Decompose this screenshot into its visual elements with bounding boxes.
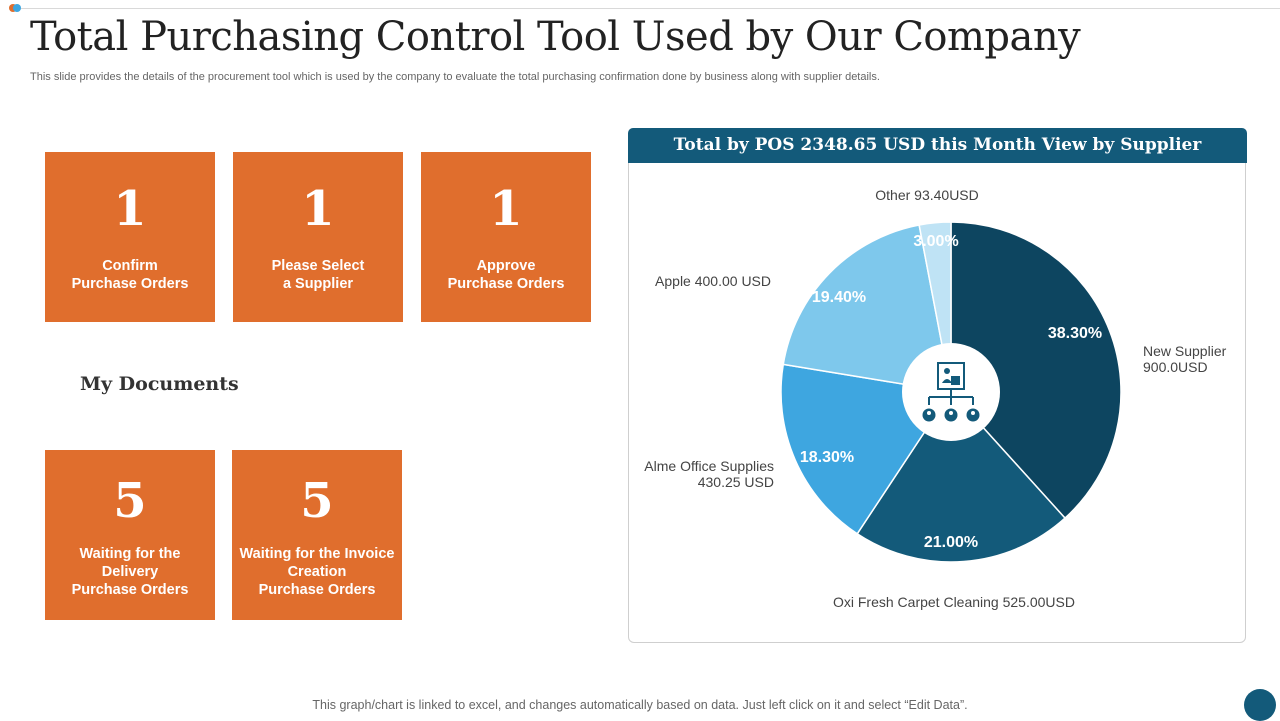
page-title: Total Purchasing Control Tool Used by Ou… xyxy=(30,14,1081,60)
organization-hierarchy-icon xyxy=(922,362,980,422)
tile-count: 1 xyxy=(113,181,147,237)
tile-count: 1 xyxy=(489,181,523,237)
tile-label: Waiting for the Invoice Creation Purchas… xyxy=(239,546,395,598)
pie-slice-label: Alme Office Supplies 430.25 USD xyxy=(644,458,774,490)
tile-label: Confirm Purchase Orders xyxy=(71,258,189,292)
pie-slice-new-supplier[interactable] xyxy=(950,221,1122,520)
pie-slice-apple[interactable] xyxy=(782,224,952,393)
pie-percent-label: 3.00% xyxy=(913,233,958,250)
tile-label: Waiting for the Delivery Purchase Orders xyxy=(71,546,189,598)
my-documents-heading: My Documents xyxy=(80,373,239,395)
pie-slice-label: Other 93.40USD xyxy=(875,187,979,203)
page-subtitle: This slide provides the details of the p… xyxy=(30,71,880,83)
pie-slice-label: New Supplier 900.0USD xyxy=(1143,343,1227,375)
footer-note: This graph/chart is linked to excel, and… xyxy=(312,698,968,712)
tile-select-supplier[interactable]: 1 Please Select a Supplier xyxy=(233,152,403,322)
pie-percent-label: 18.30% xyxy=(800,449,854,466)
tile-count: 5 xyxy=(113,473,147,529)
pie-slice-label: Apple 400.00 USD xyxy=(655,273,771,289)
tile-count: 1 xyxy=(301,181,335,237)
tile-waiting-invoice[interactable]: 5 Waiting for the Invoice Creation Purch… xyxy=(232,450,402,620)
tile-approve-purchase-orders[interactable]: 1 Approve Purchase Orders xyxy=(421,152,591,322)
tile-label: Please Select a Supplier xyxy=(271,258,365,292)
top-rule xyxy=(18,8,1280,9)
pie-percent-label: 38.30% xyxy=(1048,325,1102,342)
tile-waiting-delivery[interactable]: 5 Waiting for the Delivery Purchase Orde… xyxy=(45,450,215,620)
corner-badge xyxy=(1244,689,1276,721)
pie-percent-label: 21.00% xyxy=(924,534,978,551)
pie-slice-label: Oxi Fresh Carpet Cleaning 525.00USD xyxy=(833,594,1075,610)
tile-count: 5 xyxy=(300,473,334,529)
pie-percent-label: 19.40% xyxy=(812,289,866,306)
pie-chart[interactable]: 38.30% 21.00% 18.30% 19.40% 3.00% New Suppli… xyxy=(628,163,1246,641)
tile-confirm-purchase-orders[interactable]: 1 Confirm Purchase Orders xyxy=(45,152,215,322)
chart-title: Total by POS 2348.65 USD this Month View… xyxy=(628,128,1247,163)
tile-label: Approve Purchase Orders xyxy=(447,258,565,292)
accent-dot-blue xyxy=(13,4,21,12)
pie-slice-oxi-fresh-carpet-cleaning[interactable] xyxy=(856,390,1067,563)
pie-center xyxy=(902,343,1000,441)
